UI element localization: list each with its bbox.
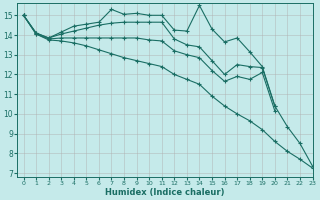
X-axis label: Humidex (Indice chaleur): Humidex (Indice chaleur) bbox=[105, 188, 225, 197]
